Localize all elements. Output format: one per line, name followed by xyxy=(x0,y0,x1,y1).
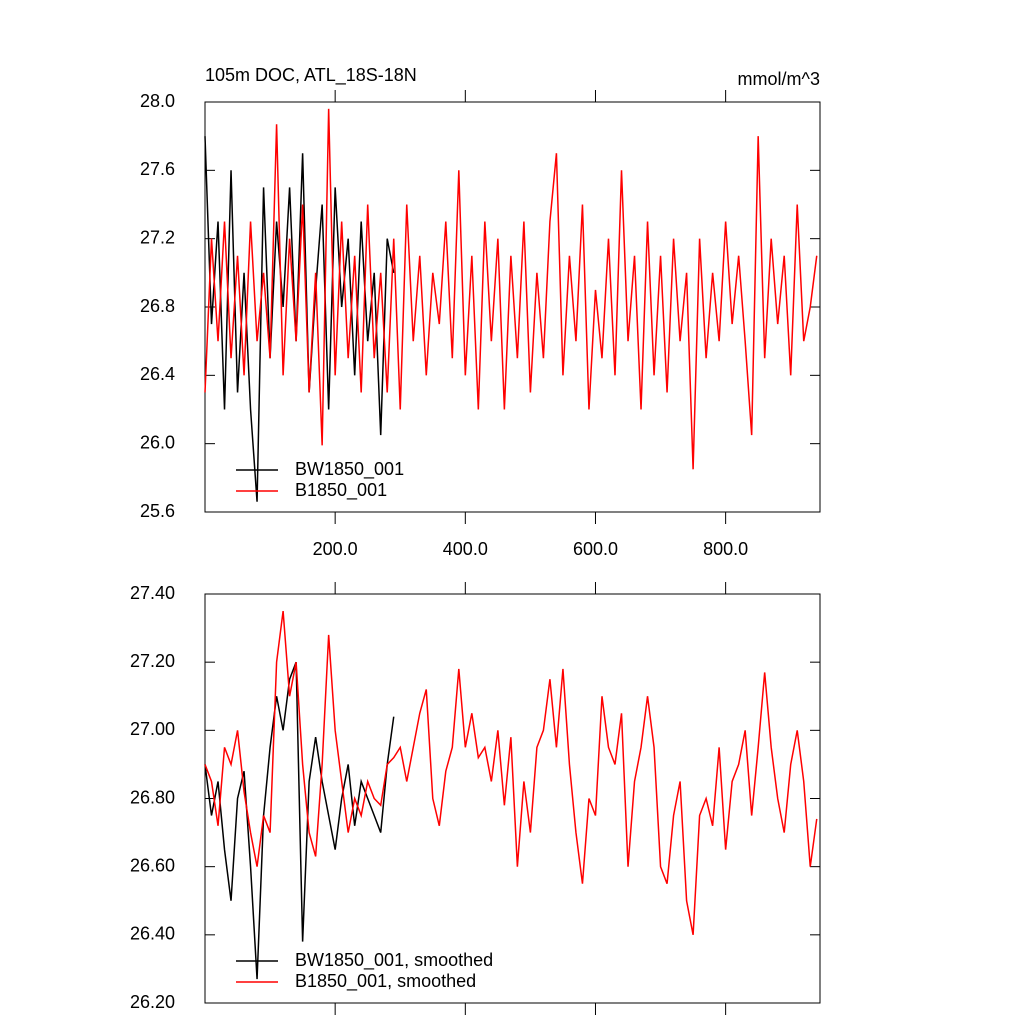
legend-label: BW1850_001 xyxy=(295,459,404,480)
x-tick-label: 400.0 xyxy=(443,539,488,559)
x-tick-label: 200.0 xyxy=(313,539,358,559)
y-tick-label: 27.6 xyxy=(140,159,175,179)
y-tick-label: 26.60 xyxy=(130,855,175,875)
y-tick-label: 27.2 xyxy=(140,227,175,247)
y-tick-label: 25.6 xyxy=(140,501,175,521)
y-tick-label: 26.40 xyxy=(130,924,175,944)
legend-label: BW1850_001, smoothed xyxy=(295,950,493,971)
y-tick-label: 27.20 xyxy=(130,651,175,671)
chart-title: 105m DOC, ATL_18S-18N xyxy=(205,65,417,86)
y-tick-label: 27.40 xyxy=(130,583,175,603)
plot-frame xyxy=(204,593,821,1004)
data-line xyxy=(204,661,395,980)
data-line xyxy=(204,610,818,935)
y-tick-label: 28.0 xyxy=(140,91,175,111)
y-tick-label: 26.80 xyxy=(130,787,175,807)
x-tick-label: 800.0 xyxy=(703,539,748,559)
y-tick-label: 26.8 xyxy=(140,296,175,316)
units-label: mmol/m^3 xyxy=(738,69,820,89)
y-tick-label: 27.00 xyxy=(130,719,175,739)
data-line xyxy=(204,108,818,470)
y-tick-label: 26.0 xyxy=(140,432,175,452)
legend-label: B1850_001, smoothed xyxy=(295,971,476,992)
y-tick-label: 26.4 xyxy=(140,364,175,384)
legend-label: B1850_001 xyxy=(295,480,387,501)
data-line xyxy=(204,136,395,502)
x-tick-label: 600.0 xyxy=(573,539,618,559)
y-tick-label: 26.20 xyxy=(130,992,175,1012)
